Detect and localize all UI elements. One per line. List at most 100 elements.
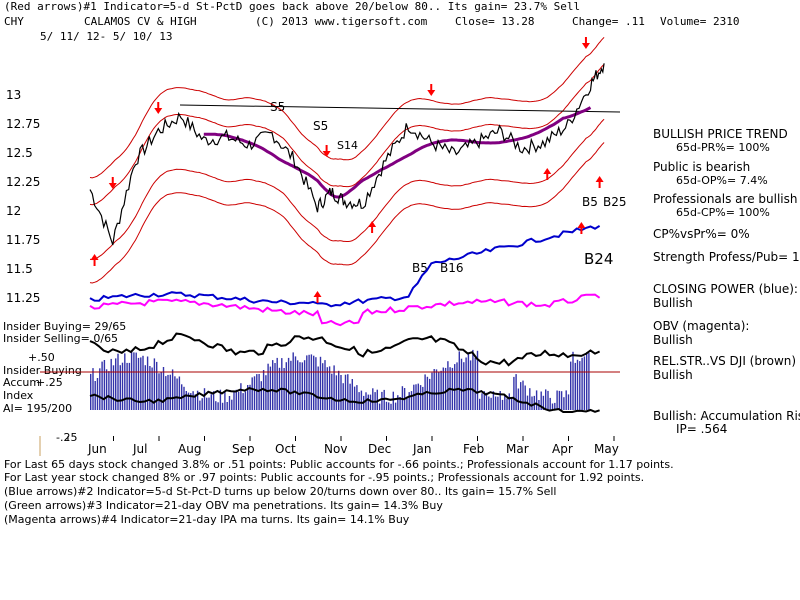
accum-bar: [551, 403, 554, 410]
x-tick: Aug: [178, 442, 202, 456]
strength-ratio: Strength Profess/Pub= 1.8: [653, 250, 800, 264]
obv-title: OBV (magenta):: [653, 319, 750, 333]
accum-bar: [194, 394, 196, 410]
y-tick: 12.25: [6, 175, 41, 189]
accum-bar: [249, 384, 251, 410]
closing-power-title: CLOSING POWER (blue):: [653, 282, 798, 296]
accum-bar: [447, 361, 449, 410]
accum-bar: [133, 352, 135, 410]
accum-bar: [331, 373, 333, 410]
buy-arrow: [368, 221, 377, 233]
x-tick: Jul: [133, 442, 148, 456]
accum-bar: [272, 360, 274, 410]
volume-value: Volume= 2310: [660, 15, 740, 28]
footer-line-4: (Green arrows)#3 Indicator=21-day OBV ma…: [4, 499, 443, 512]
accum-bar: [360, 390, 363, 410]
signal-label: B16: [440, 261, 464, 275]
lower-band: [89, 118, 605, 261]
accum-bar: [442, 367, 444, 410]
signal-label: B25: [603, 195, 627, 209]
x-tick: Jun: [88, 442, 107, 456]
accum-bar: [212, 391, 215, 410]
accum-bar: [287, 357, 290, 410]
accum-bar: [410, 391, 413, 410]
accum-bar: [174, 376, 176, 410]
accum-bar: [285, 362, 287, 410]
accum-bar: [383, 389, 385, 410]
accum-bar: [115, 358, 117, 410]
y-tick: 12.75: [6, 117, 41, 131]
accum-bar: [269, 366, 272, 410]
signal-label: B5: [412, 261, 428, 275]
accum-bar: [140, 357, 142, 410]
accum-bar: [435, 369, 438, 410]
accum-bar: [221, 402, 224, 410]
accum-bar: [165, 376, 167, 410]
accum-bar: [572, 351, 574, 410]
accum-bar: [294, 356, 297, 410]
accum-bar: [399, 397, 401, 410]
accum-bar: [510, 398, 513, 410]
accum-bar: [299, 362, 301, 410]
accum-bar: [529, 388, 531, 410]
footer-line-3: (Blue arrows)#2 Indicator=5-d St-Pct-D t…: [4, 485, 557, 498]
close-value: Close= 13.28: [455, 15, 535, 28]
relstr-value: Bullish: [653, 368, 693, 382]
accum-bar: [142, 355, 144, 410]
accum-bar: [149, 366, 151, 410]
accum-bar: [397, 395, 399, 410]
trend-title: BULLISH PRICE TREND: [653, 127, 788, 141]
accum-bar: [417, 383, 419, 410]
y-tick: 11.75: [6, 233, 41, 247]
accum-rising: Bullish: Accumulation Rising: [653, 409, 800, 423]
accum-bar: [351, 379, 353, 410]
signal-arrows: [90, 37, 604, 303]
accum-bar: [219, 389, 222, 410]
accum-bar: [101, 361, 103, 410]
accum-bar: [481, 393, 483, 410]
accum-bar: [167, 374, 169, 410]
accum-bar: [376, 389, 378, 410]
accum-bar: [128, 362, 131, 410]
accum-bar: [567, 394, 570, 410]
accum-bar: [378, 403, 381, 410]
accum-bar: [485, 392, 488, 410]
header-indicator-1: (Red arrows)#1 Indicator=5-d St-PctD goe…: [4, 0, 581, 13]
accum-bar: [185, 391, 187, 410]
accum-bar: [356, 385, 358, 410]
accum-bar: [522, 380, 524, 410]
accum-bar: [556, 390, 558, 410]
accum-bar: [297, 360, 299, 410]
accum-bar: [504, 394, 506, 410]
footer-line-1: For Last 65 days stock changed 3.8% or .…: [4, 458, 674, 471]
accum-bar: [515, 374, 517, 410]
sell-arrow: [322, 145, 331, 157]
moving-average-line: [203, 106, 592, 199]
footer-line-5: (Magenta arrows)#4 Indicator=21-day IPA …: [4, 513, 410, 526]
accum-bar: [422, 386, 424, 410]
accum-bar: [276, 357, 278, 410]
accum-bar: [492, 391, 495, 410]
pr-value: 65d-PR%= 100%: [676, 141, 770, 154]
accum-bar: [215, 401, 217, 410]
accum-bar: [508, 393, 510, 410]
x-tick: May: [594, 442, 619, 456]
ai-label: AI= 195/200: [3, 402, 73, 415]
accum-line: [89, 387, 600, 413]
accum-bar: [206, 397, 208, 410]
accum-bar: [338, 370, 340, 410]
accum-bar: [306, 355, 308, 410]
accum-bar: [137, 357, 140, 410]
x-tick: Sep: [232, 442, 255, 456]
accum-bar: [545, 389, 547, 410]
accum-bar: [392, 391, 394, 410]
signal-label: S14: [337, 139, 358, 152]
accum-bar: [190, 393, 192, 410]
accum-bar: [458, 351, 460, 410]
accum-bar: [431, 372, 433, 410]
accum-bar: [176, 378, 178, 410]
accum-bar: [146, 356, 149, 410]
public-status: Public is bearish: [653, 160, 751, 174]
accum-bar: [253, 376, 256, 410]
